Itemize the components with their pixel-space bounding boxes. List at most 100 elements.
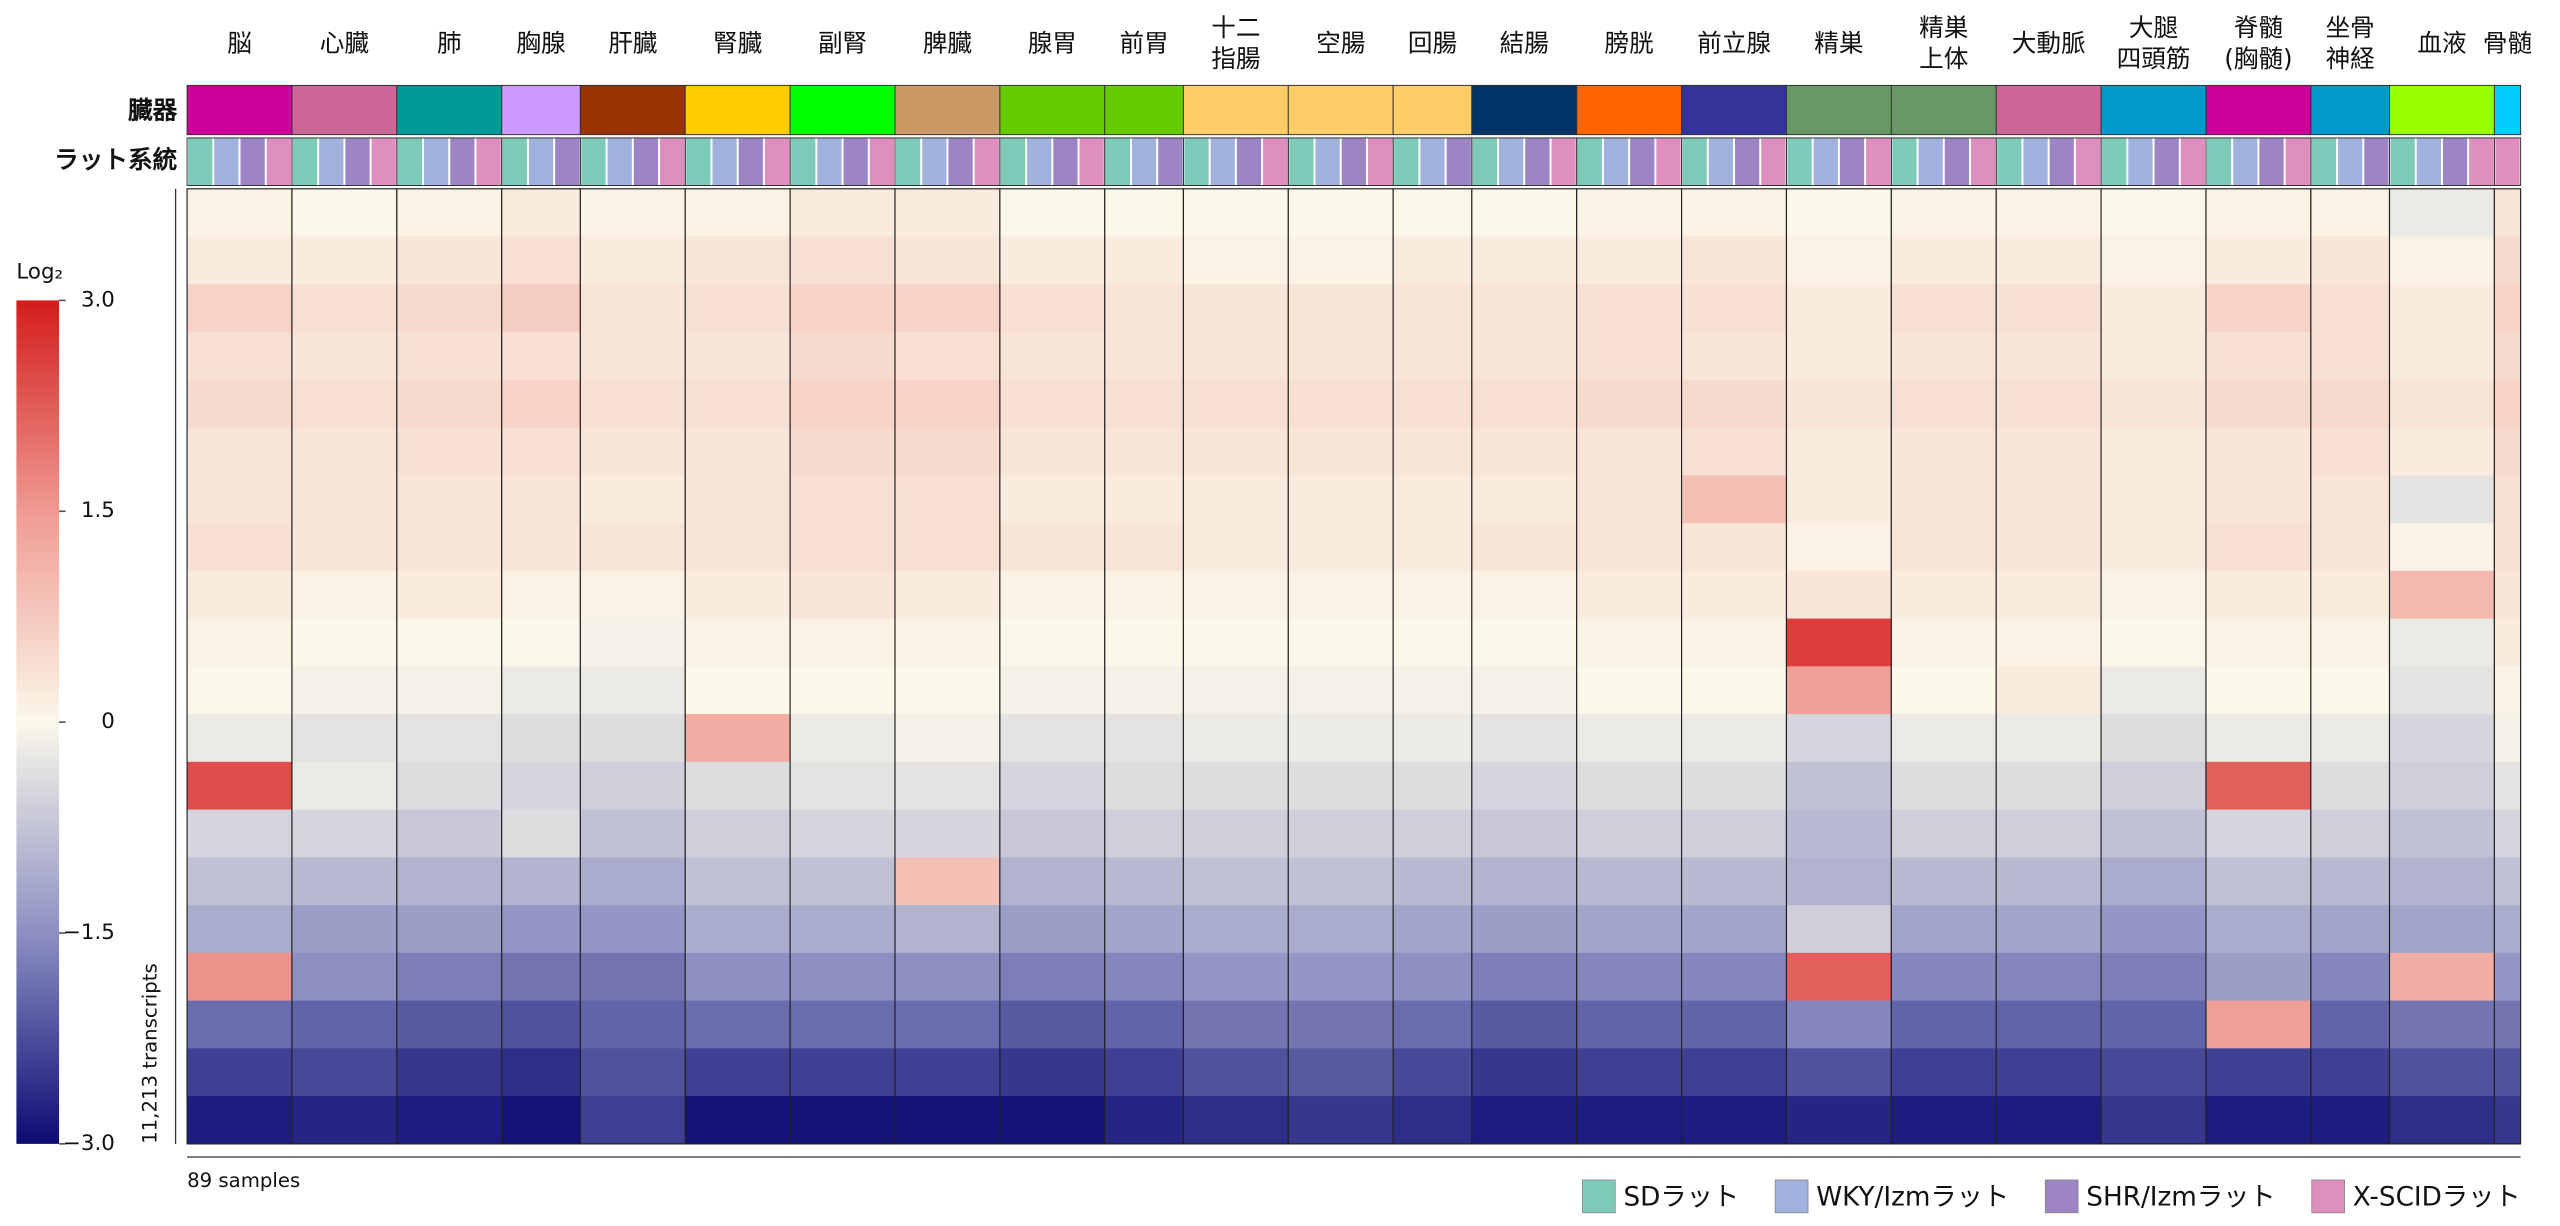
heat-cell (1996, 714, 2102, 763)
organ-color (186, 84, 293, 136)
heat-cell (1891, 523, 1997, 572)
heat-cell (2494, 618, 2521, 667)
heat-cell (1471, 188, 1577, 238)
heat-cell (2310, 1000, 2390, 1049)
heat-cell (2494, 475, 2521, 524)
y-axis-label: 11,213 transcripts (138, 963, 161, 1144)
heat-cell (187, 570, 292, 620)
heat-cell (1576, 1000, 1682, 1049)
organ-color (1681, 84, 1787, 136)
heat-cell (580, 809, 686, 858)
heat-cell (2310, 905, 2390, 954)
strain-cell (2390, 137, 2415, 186)
heat-cell (1996, 666, 2102, 715)
legend-item: SDラット (1582, 1179, 1739, 1214)
legend-item: X-SCIDラット (2311, 1179, 2521, 1214)
heat-cell (501, 332, 581, 381)
strain-cell (1577, 137, 1602, 186)
heat-cell (396, 188, 502, 238)
heat-cell (1104, 332, 1184, 381)
heat-cell (187, 761, 292, 811)
heat-cell (2310, 379, 2390, 429)
heat-cell (790, 666, 896, 715)
organ-color (2493, 84, 2522, 136)
heat-cell (2389, 1000, 2495, 1049)
heat-cell (580, 188, 686, 238)
heat-cell (1183, 332, 1289, 381)
strain-cell (1997, 137, 2022, 186)
heat-cell (396, 618, 502, 667)
heat-cell (580, 666, 686, 715)
heat-cell (396, 523, 502, 572)
heat-cell (580, 236, 686, 285)
heat-cell (2389, 523, 2495, 572)
heat-cell (1471, 332, 1577, 381)
heat-cell (895, 523, 1000, 572)
organ-color (1471, 84, 1578, 136)
heat-cell (2310, 809, 2390, 858)
heat-cell (685, 284, 791, 333)
heat-cell (2494, 284, 2521, 333)
heat-cell (1471, 523, 1577, 572)
heat-cell (1576, 379, 1682, 429)
strain-cell (1866, 137, 1891, 186)
heat-cell (187, 1000, 292, 1049)
legend-label: X-SCIDラット (2353, 1183, 2521, 1213)
heat-cell (1996, 379, 2102, 429)
heat-cell (1681, 475, 1787, 524)
heat-cell (2389, 236, 2495, 285)
heat-cell (580, 332, 686, 381)
heat-cell (1786, 666, 1892, 715)
heat-cell (2494, 332, 2521, 381)
heat-cell (999, 427, 1105, 476)
strain-cell (1079, 137, 1104, 186)
heat-cell (1471, 379, 1577, 429)
organ-label: 肝臓 (608, 28, 658, 57)
heat-cell (2494, 905, 2521, 954)
heat-cell (1471, 1000, 1577, 1049)
heat-cell (1681, 952, 1787, 1002)
heat-cell (1183, 952, 1289, 1002)
heat-cell (790, 1000, 896, 1049)
heat-cell (1393, 905, 1472, 954)
strain-cell (188, 137, 213, 186)
strain-cell (1341, 137, 1366, 186)
heat-cell (2310, 618, 2390, 667)
heat-cell (1104, 1000, 1184, 1049)
legend-item: SHR/Izmラット (2044, 1179, 2276, 1214)
heat-cell (1393, 857, 1472, 906)
heat-cell (1183, 761, 1289, 811)
heat-cell (1891, 618, 1997, 667)
heat-cell (396, 714, 502, 763)
strain-cell (895, 137, 921, 186)
heat-cell (2494, 857, 2521, 906)
heat-cell (1393, 714, 1472, 763)
heat-cell (1104, 427, 1184, 476)
heat-cell (396, 427, 502, 476)
organ-color (1576, 84, 1683, 136)
heat-cell (1786, 761, 1892, 811)
heat-cell (501, 1048, 581, 1097)
heat-cell (1183, 427, 1289, 476)
strain-cell (1315, 137, 1340, 186)
heat-cell (187, 188, 292, 238)
heat-cell (2494, 809, 2521, 858)
heat-cell (2101, 809, 2206, 858)
organ-color (894, 84, 1001, 136)
organ-label: 胸腺 (516, 28, 565, 57)
strain-cell (2233, 137, 2258, 186)
heat-cell (1891, 666, 1997, 715)
heat-cell (1996, 618, 2102, 667)
heat-cell (580, 475, 686, 524)
heat-cell (1996, 523, 2102, 572)
heat-cell (1183, 618, 1289, 667)
legend-swatch (1774, 1179, 1809, 1214)
heat-cell (2205, 427, 2311, 476)
heat-cell (2310, 714, 2390, 763)
heat-cell (895, 1000, 1000, 1049)
heat-cell (1183, 857, 1289, 906)
organ-label: 精巣上体 (1919, 13, 1968, 73)
heat-cell (999, 379, 1105, 429)
heat-cell (1891, 284, 1997, 333)
